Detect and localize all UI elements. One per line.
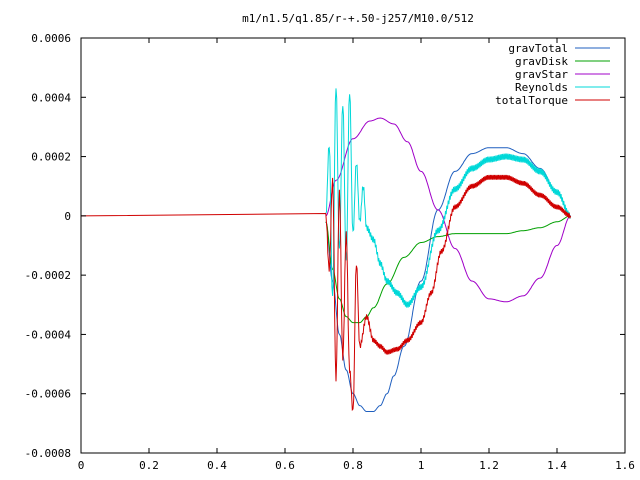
x-tick-label: 0.6 <box>275 459 295 472</box>
series-group <box>80 88 572 412</box>
legend-label: totalTorque <box>495 94 568 107</box>
x-tick-label: 1.2 <box>479 459 499 472</box>
x-tick-label: 0.2 <box>139 459 159 472</box>
y-tick-label: 0.0002 <box>31 151 71 164</box>
y-tick-label: 0 <box>64 210 71 223</box>
y-tick-label: 0.0004 <box>31 91 71 104</box>
legend-label: Reynolds <box>515 81 568 94</box>
y-tick-label: -0.0002 <box>25 269 71 282</box>
legend-label: gravStar <box>515 68 568 81</box>
series-line-gravTotal <box>325 147 571 412</box>
x-tick-label: 1.6 <box>615 459 635 472</box>
y-tick-label: -0.0008 <box>25 447 71 460</box>
x-tick-label: 1 <box>418 459 425 472</box>
chart-title: m1/n1.5/q1.85/r-+.50-j257/M10.0/512 <box>242 12 474 25</box>
axes-group: 0 0.2 0.4 0.6 0.8 1 1.2 1.4 1.6 0.0006 0.0004 0.000… <box>25 32 635 472</box>
y-tick-label: 0.0006 <box>31 32 71 45</box>
series-line-gravStar <box>325 117 571 303</box>
series-line-totalTorque <box>80 174 572 412</box>
y-tick-label: -0.0004 <box>25 328 72 341</box>
legend-label: gravTotal <box>508 42 568 55</box>
series-line-Reynolds <box>325 88 572 308</box>
x-tick-label: 0.4 <box>207 459 227 472</box>
x-tick-label: 0 <box>78 459 85 472</box>
x-tick-label: 1.4 <box>547 459 567 472</box>
legend: gravTotalgravDiskgravStarReynoldstotalTo… <box>495 42 610 107</box>
x-tick-label: 0.8 <box>343 459 363 472</box>
legend-label: gravDisk <box>515 55 568 68</box>
y-tick-label: -0.0006 <box>25 388 71 401</box>
